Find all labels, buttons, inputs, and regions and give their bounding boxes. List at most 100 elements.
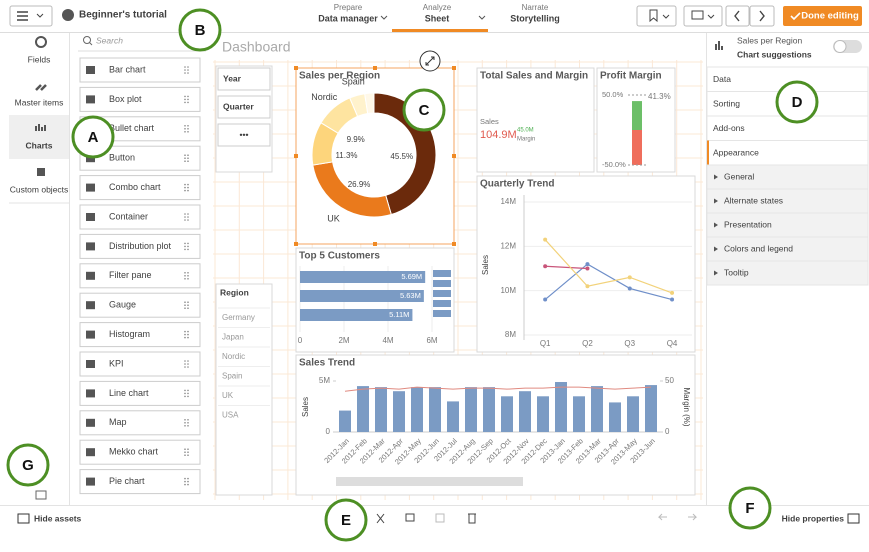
- asset-label[interactable]: Distribution plot: [109, 241, 172, 251]
- bar[interactable]: [357, 386, 369, 432]
- resize-handle[interactable]: [452, 154, 456, 158]
- bar[interactable]: [537, 396, 549, 432]
- resize-handle[interactable]: [373, 66, 377, 70]
- asset-item[interactable]: [79, 410, 201, 436]
- series-point[interactable]: [627, 286, 632, 291]
- asset-item[interactable]: [79, 86, 201, 112]
- section-label[interactable]: Data: [713, 74, 731, 84]
- bar[interactable]: [591, 386, 603, 432]
- region-value[interactable]: Nordic: [222, 352, 245, 361]
- asset-item[interactable]: [79, 292, 201, 318]
- asset-label[interactable]: Histogram: [109, 329, 150, 339]
- resize-handle[interactable]: [452, 242, 456, 246]
- series-point[interactable]: [585, 284, 590, 289]
- bar[interactable]: [411, 387, 423, 432]
- bar[interactable]: [573, 396, 585, 432]
- done-editing-label[interactable]: Done editing: [801, 11, 859, 22]
- filter-label[interactable]: Year: [223, 73, 242, 83]
- asset-item[interactable]: [79, 439, 201, 465]
- appearance-row[interactable]: [706, 212, 869, 238]
- search-input[interactable]: Search: [96, 35, 123, 45]
- region-value[interactable]: Spain: [222, 372, 242, 381]
- nav-item[interactable]: Charts: [26, 140, 53, 150]
- appearance-row[interactable]: [706, 188, 869, 214]
- tab-name[interactable]: Sheet: [425, 13, 450, 23]
- asset-label[interactable]: Bar chart: [109, 64, 146, 74]
- asset-item[interactable]: [79, 380, 201, 406]
- bar[interactable]: [429, 387, 441, 432]
- bar[interactable]: [300, 309, 413, 321]
- toolbar-button[interactable]: [725, 5, 750, 27]
- appearance-row[interactable]: [706, 236, 869, 262]
- region-value[interactable]: Japan: [222, 333, 244, 342]
- asset-label[interactable]: Box plot: [109, 94, 142, 104]
- tab-name[interactable]: Data manager: [318, 13, 378, 23]
- asset-item[interactable]: [79, 57, 201, 83]
- done-editing-button[interactable]: [783, 6, 862, 26]
- filter-item[interactable]: [217, 95, 271, 119]
- resize-handle[interactable]: [294, 154, 298, 158]
- bar[interactable]: [501, 396, 513, 432]
- bar[interactable]: [609, 402, 621, 432]
- nav-item[interactable]: Master items: [15, 97, 64, 107]
- filter-item[interactable]: [217, 67, 271, 91]
- donut-slice[interactable]: [364, 92, 375, 115]
- region-value[interactable]: USA: [222, 411, 239, 420]
- series-point[interactable]: [543, 297, 548, 302]
- series-point[interactable]: [670, 297, 675, 302]
- asset-item[interactable]: [79, 233, 201, 259]
- filter-item[interactable]: [217, 123, 271, 147]
- bar[interactable]: [465, 387, 477, 432]
- nav-item[interactable]: Custom objects: [10, 184, 69, 194]
- asset-label[interactable]: KPI: [109, 358, 124, 368]
- bar[interactable]: [339, 410, 351, 432]
- region-value[interactable]: UK: [222, 391, 234, 400]
- section-label[interactable]: Sorting: [713, 98, 740, 108]
- series-point[interactable]: [585, 266, 590, 271]
- bar[interactable]: [483, 387, 495, 432]
- bar[interactable]: [300, 271, 426, 283]
- resize-handle[interactable]: [452, 66, 456, 70]
- series-point[interactable]: [627, 275, 632, 280]
- bar[interactable]: [300, 290, 424, 302]
- nav-item[interactable]: Fields: [28, 54, 51, 64]
- filter-label[interactable]: Quarter: [223, 101, 254, 111]
- series-point[interactable]: [585, 262, 590, 267]
- appearance-label[interactable]: Alternate states: [724, 195, 783, 205]
- hide-properties-button[interactable]: Hide properties: [782, 513, 845, 523]
- asset-label[interactable]: Gauge: [109, 300, 136, 310]
- menu-button[interactable]: [9, 5, 53, 27]
- asset-label[interactable]: Pie chart: [109, 476, 145, 486]
- asset-label[interactable]: Combo chart: [109, 182, 161, 192]
- bar[interactable]: [627, 396, 639, 432]
- asset-item[interactable]: [79, 204, 201, 230]
- asset-item[interactable]: [79, 263, 201, 289]
- asset-label[interactable]: Filter pane: [109, 270, 152, 280]
- section-label[interactable]: Add-ons: [713, 123, 745, 133]
- section-label[interactable]: Appearance: [713, 147, 759, 157]
- appearance-label[interactable]: General: [724, 171, 754, 181]
- appearance-label[interactable]: Tooltip: [724, 267, 749, 277]
- series-point[interactable]: [543, 237, 548, 242]
- filter-label[interactable]: •••: [240, 129, 249, 139]
- asset-label[interactable]: Container: [109, 211, 148, 221]
- asset-item[interactable]: [79, 469, 201, 495]
- asset-item[interactable]: [79, 351, 201, 377]
- tab-name[interactable]: Storytelling: [510, 13, 560, 23]
- resize-handle[interactable]: [373, 242, 377, 246]
- bar[interactable]: [519, 391, 531, 432]
- asset-label[interactable]: Button: [109, 153, 135, 163]
- bar[interactable]: [393, 391, 405, 432]
- resize-handle[interactable]: [294, 66, 298, 70]
- asset-label[interactable]: Line chart: [109, 388, 149, 398]
- series-point[interactable]: [670, 290, 675, 295]
- bar[interactable]: [375, 387, 387, 432]
- bar[interactable]: [645, 385, 657, 432]
- bar[interactable]: [447, 401, 459, 432]
- region-value[interactable]: Germany: [222, 313, 255, 322]
- asset-label[interactable]: Mekko chart: [109, 447, 159, 457]
- asset-item[interactable]: [79, 175, 201, 201]
- asset-label[interactable]: Bullet chart: [109, 123, 155, 133]
- scrollbar[interactable]: [336, 477, 523, 486]
- appearance-row[interactable]: [706, 260, 869, 286]
